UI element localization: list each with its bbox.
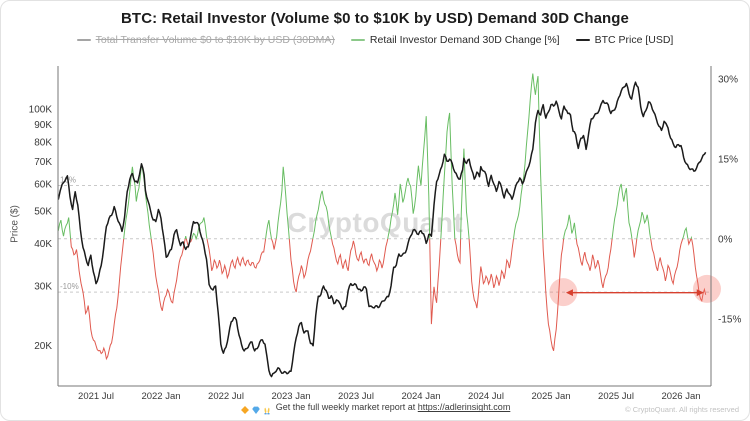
price-tick-label: 80K xyxy=(34,137,52,148)
raised-hands-icon xyxy=(264,407,270,415)
blue-gem-icon xyxy=(251,406,260,414)
demand-line-segment xyxy=(636,211,652,239)
demand-line-segment xyxy=(440,112,456,239)
demand-line-segment xyxy=(312,190,333,239)
reference-line-label: -10% xyxy=(60,282,79,291)
demand-line-segment xyxy=(150,238,186,311)
demand-line-segment xyxy=(429,238,442,325)
date-tick-label: 2022 Jul xyxy=(208,391,244,402)
demand-line-segment xyxy=(468,238,514,309)
price-tick-label: 60K xyxy=(34,180,52,191)
demand-line-segment xyxy=(123,164,152,239)
percent-tick-label: -15% xyxy=(718,314,741,325)
legend-dash-icon xyxy=(350,39,365,41)
price-axis-label: Price ($) xyxy=(9,205,21,243)
copyright-notice: © CryptoQuant. All rights reserved xyxy=(625,405,739,414)
demand-line-segment xyxy=(611,183,633,239)
demand-line-segment xyxy=(650,238,684,286)
demand-line-segment xyxy=(271,238,277,250)
date-tick-label: 2023 Jul xyxy=(338,391,374,402)
demand-line-segment xyxy=(563,214,577,239)
demand-line-segment xyxy=(631,238,638,258)
price-tick-label: 70K xyxy=(34,157,52,168)
date-tick-label: 2025 Jan xyxy=(531,391,570,402)
demand-line-segment xyxy=(690,235,693,239)
orange-diamond-icon xyxy=(240,406,249,414)
date-tick-label: 2022 Jan xyxy=(141,391,180,402)
demand-line-segment xyxy=(575,238,613,289)
promo-link[interactable]: https://adlerinsight.com xyxy=(417,402,511,413)
date-tick-label: 2025 Jul xyxy=(598,391,634,402)
percent-tick-label: 0% xyxy=(718,234,733,245)
trend-arrow-head-left xyxy=(565,289,573,297)
demand-line-segment xyxy=(460,148,470,239)
highlight-circle xyxy=(549,278,578,307)
trend-arrow-head-right xyxy=(696,289,704,297)
legend-item-2[interactable]: BTC Price [USD] xyxy=(575,34,674,46)
percent-tick-label: 15% xyxy=(718,154,738,165)
demand-line-segment xyxy=(542,238,565,351)
chart-legend: Total Transfer Volume $0 to $10K by USD … xyxy=(1,34,749,46)
demand-line-segment xyxy=(288,238,314,293)
demand-line-segment xyxy=(513,73,544,239)
highlight-circle xyxy=(692,274,721,303)
price-tick-label: 40K xyxy=(34,239,52,250)
date-tick-label: 2024 Jul xyxy=(468,391,504,402)
footer-promo: Get the full weekly market report at htt… xyxy=(1,402,749,415)
price-tick-label: 90K xyxy=(34,120,52,131)
demand-line-segment xyxy=(57,217,72,239)
date-tick-label: 2026 Jan xyxy=(661,391,700,402)
legend-item-0[interactable]: Total Transfer Volume $0 to $10K by USD … xyxy=(76,34,335,46)
price-tick-label: 50K xyxy=(34,206,52,217)
demand-line-segment xyxy=(191,217,208,241)
promo-icons xyxy=(240,404,273,415)
demand-line-segment xyxy=(454,238,462,265)
demand-line-segment xyxy=(687,238,692,246)
demand-line-segment xyxy=(275,166,290,239)
legend-item-label: Total Transfer Volume $0 to $10K by USD … xyxy=(95,34,335,46)
demand-line-segment xyxy=(387,116,431,239)
date-tick-label: 2021 Jul xyxy=(78,391,114,402)
price-tick-label: 30K xyxy=(34,282,52,293)
percent-tick-label: 30% xyxy=(718,74,738,85)
legend-dash-icon xyxy=(575,39,590,41)
legend-dash-icon xyxy=(76,39,91,41)
legend-item-label: BTC Price [USD] xyxy=(594,34,674,46)
chart-title: BTC: Retail Investor (Volume $0 to $10K … xyxy=(121,10,629,27)
date-tick-label: 2023 Jan xyxy=(271,391,310,402)
demand-line-segment xyxy=(184,235,187,239)
demand-line-segment xyxy=(70,238,125,361)
price-tick-label: 100K xyxy=(29,105,53,116)
demand-line-segment xyxy=(682,226,689,239)
price-line xyxy=(57,81,707,378)
demand-line-segment xyxy=(206,238,267,280)
date-tick-label: 2024 Jan xyxy=(401,391,440,402)
legend-item-1[interactable]: Retail Investor Demand 30D Change [%] xyxy=(350,34,560,46)
promo-text: Get the full weekly market report at xyxy=(275,402,416,413)
demand-line-segment xyxy=(265,219,272,239)
price-tick-label: 20K xyxy=(34,341,52,352)
legend-item-label: Retail Investor Demand 30D Change [%] xyxy=(369,34,560,46)
demand-line-segment xyxy=(331,238,389,273)
